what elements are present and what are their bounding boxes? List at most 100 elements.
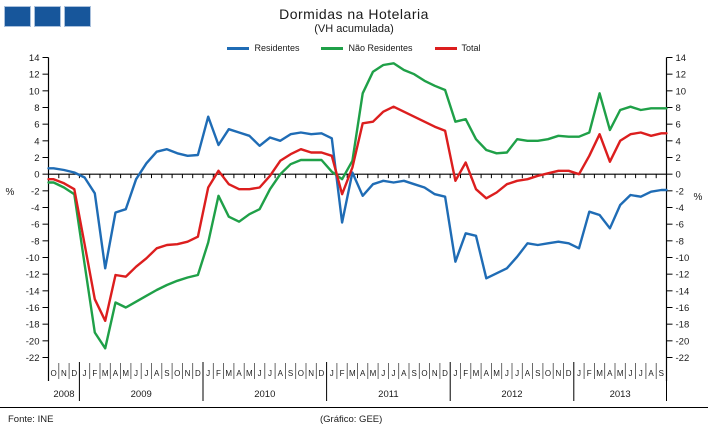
decoration-square <box>4 6 31 27</box>
month-label: S <box>411 369 416 378</box>
source-label: Fonte: INE <box>8 414 54 425</box>
chart-subtitle: (VH acumulada) <box>314 23 394 35</box>
y-axis-label-right: 4 <box>676 136 681 147</box>
month-label: J <box>134 369 138 378</box>
y-axis-label-left: -8 <box>31 236 39 247</box>
month-label: S <box>535 369 540 378</box>
month-label: A <box>648 369 654 378</box>
month-label: A <box>484 369 490 378</box>
month-label: A <box>113 369 119 378</box>
y-axis-label-right: 2 <box>676 153 681 164</box>
y-axis-label-right: 8 <box>676 103 681 114</box>
month-label: D <box>566 369 572 378</box>
y-axis-label-left: 0 <box>34 170 39 181</box>
y-axis-label-right: -2 <box>676 186 684 197</box>
y-axis-label-right: 10 <box>676 86 687 97</box>
y-axis-label-left: 14 <box>29 53 40 64</box>
month-label: A <box>154 369 160 378</box>
month-label: J <box>505 369 509 378</box>
month-label: J <box>453 369 457 378</box>
legend-line-swatch <box>321 46 344 50</box>
y-axis-label-right: -16 <box>676 303 690 314</box>
title-block: Dormidas na Hotelaria (VH acumulada) <box>0 6 708 35</box>
y-axis-label-left: -14 <box>26 286 40 297</box>
legend-label: Residentes <box>254 43 300 53</box>
month-label: A <box>360 369 366 378</box>
month-label: O <box>51 369 57 378</box>
decoration-squares <box>4 6 91 27</box>
y-axis-label-left: -20 <box>26 336 40 347</box>
month-label: J <box>206 369 210 378</box>
month-label: F <box>92 369 97 378</box>
month-label: A <box>401 369 407 378</box>
y-axis-label-left: 4 <box>34 136 39 147</box>
month-label: J <box>639 369 643 378</box>
month-label: A <box>278 369 284 378</box>
legend-item-residentes: Residentes <box>227 43 299 53</box>
month-label: J <box>83 369 87 378</box>
month-label: M <box>596 369 603 378</box>
y-axis-label-left: -22 <box>26 353 40 364</box>
year-label: 2008 <box>53 389 74 400</box>
year-label: 2012 <box>501 389 522 400</box>
legend-item-total: Total <box>434 43 481 53</box>
y-axis-label-left: -2 <box>31 186 39 197</box>
y-axis-label-left: -16 <box>26 303 40 314</box>
y-axis-label-right: -10 <box>676 253 690 264</box>
month-label: M <box>473 369 480 378</box>
y-axis-label-left: 6 <box>34 120 39 131</box>
chart-title: Dormidas na Hotelaria <box>279 6 429 22</box>
month-label: A <box>236 369 242 378</box>
month-label: F <box>340 369 345 378</box>
month-label: N <box>555 369 561 378</box>
y-axis-label-right: -4 <box>676 203 684 214</box>
y-axis-label-right: 6 <box>676 120 681 131</box>
series-line-total <box>47 105 668 322</box>
y-axis-label-right: -22 <box>676 353 690 364</box>
y-axis-label-right: 0 <box>676 170 681 181</box>
y-axis-label-right: -8 <box>676 236 684 247</box>
series-line-nao-residentes <box>47 62 668 350</box>
month-label: J <box>268 369 272 378</box>
month-label: M <box>349 369 356 378</box>
month-label: M <box>370 369 377 378</box>
month-label: M <box>246 369 253 378</box>
y-axis-label-left: -10 <box>26 253 40 264</box>
y-axis-label-left: -12 <box>26 270 40 281</box>
month-label: M <box>122 369 129 378</box>
y-axis-label-right: -20 <box>676 336 690 347</box>
y-axis-label-right: -6 <box>676 220 684 231</box>
month-label: S <box>659 369 664 378</box>
y-axis-label-left: 12 <box>29 70 40 81</box>
year-label: 2010 <box>254 389 275 400</box>
month-label: F <box>587 369 592 378</box>
month-label: J <box>381 369 385 378</box>
month-label: D <box>319 369 325 378</box>
y-axis-label-right: -18 <box>676 320 690 331</box>
y-axis-label-right: -14 <box>676 286 690 297</box>
legend-line-swatch <box>227 46 250 50</box>
y-axis-label-left: -6 <box>31 220 39 231</box>
month-label: M <box>493 369 500 378</box>
month-label: N <box>308 369 314 378</box>
month-label: F <box>216 369 221 378</box>
month-label: O <box>545 369 551 378</box>
month-label: J <box>392 369 396 378</box>
month-label: D <box>195 369 201 378</box>
legend: Residentes Não Residentes Total <box>0 43 708 53</box>
month-label: D <box>442 369 448 378</box>
month-label: O <box>298 369 304 378</box>
month-label: J <box>258 369 262 378</box>
decoration-square <box>64 6 91 27</box>
month-label: J <box>577 369 581 378</box>
y-axis-unit-left: % <box>6 187 15 198</box>
y-axis-label-left: 8 <box>34 103 39 114</box>
legend-label: Total <box>461 43 481 53</box>
credit-label: (Gráfico: GEE) <box>320 414 383 425</box>
month-label: O <box>421 369 427 378</box>
month-label: A <box>525 369 531 378</box>
y-axis-label-left: 10 <box>29 86 40 97</box>
y-axis-label-left: -18 <box>26 320 40 331</box>
